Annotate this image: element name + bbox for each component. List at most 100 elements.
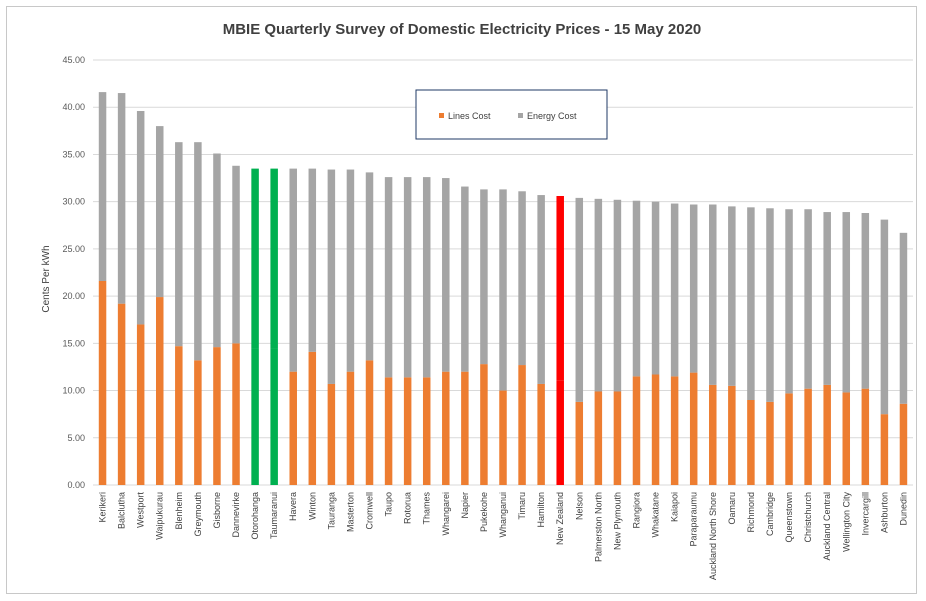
x-tick-label: Masterton bbox=[345, 492, 355, 532]
bar-energy-cost-rotorua bbox=[403, 177, 412, 378]
x-tick-label: Gisborne bbox=[212, 492, 222, 529]
x-tick-label: Otorohanga bbox=[250, 492, 260, 540]
x-tick-label: Invercargill bbox=[860, 492, 870, 536]
bar-lines-cost-winton bbox=[308, 351, 317, 485]
legend-label-energy-cost: Energy Cost bbox=[527, 111, 577, 121]
bar-lines-cost-whangarei bbox=[442, 371, 450, 485]
bar-energy-cost-otorohanga bbox=[251, 168, 259, 349]
bar-lines-cost-rangiora bbox=[632, 376, 641, 485]
bar-energy-cost-new-zealand bbox=[556, 196, 564, 381]
bar-energy-cost-rangiora bbox=[632, 200, 641, 377]
bar-lines-cost-kerikeri bbox=[98, 281, 107, 485]
x-tick-label: Cromwell bbox=[365, 492, 375, 530]
x-tick-label: Napier bbox=[460, 492, 470, 519]
bar-energy-cost-whangarei bbox=[442, 178, 450, 372]
bar-lines-cost-pukekohe bbox=[480, 364, 488, 485]
bar-lines-cost-cambridge bbox=[766, 401, 774, 485]
bar-lines-cost-havera bbox=[289, 371, 297, 485]
bar-energy-cost-havera bbox=[289, 168, 297, 372]
x-tick-label: Paraparaumu bbox=[689, 492, 699, 547]
y-tick-label: 35.00 bbox=[62, 149, 85, 159]
bar-energy-cost-napier bbox=[461, 186, 469, 372]
y-axis-label: Cents Per kWh bbox=[41, 245, 52, 312]
x-tick-label: New Zealand bbox=[555, 492, 565, 545]
legend: Lines Cost Energy Cost bbox=[415, 89, 608, 140]
bar-lines-cost-taumaranui bbox=[270, 348, 278, 485]
bar-energy-cost-gisborne bbox=[213, 153, 221, 348]
bar-lines-cost-otorohanga bbox=[251, 348, 259, 485]
y-tick-label: 0.00 bbox=[67, 480, 85, 490]
bar-energy-cost-kerikeri bbox=[98, 92, 107, 281]
bar-lines-cost-masterton bbox=[346, 371, 355, 485]
x-tick-label: Timaru bbox=[517, 492, 527, 520]
bar-lines-cost-ashburton bbox=[880, 414, 889, 485]
bar-energy-cost-dannevirke bbox=[232, 165, 240, 344]
bar-energy-cost-westport bbox=[136, 111, 145, 325]
bar-energy-cost-timaru bbox=[518, 191, 526, 366]
x-tick-label: Rangiora bbox=[631, 492, 641, 529]
x-tick-label: Balclutha bbox=[117, 492, 127, 529]
bar-energy-cost-thames bbox=[422, 177, 431, 378]
bar-energy-cost-palmerston-north bbox=[594, 198, 603, 392]
x-tick-label: Cambridge bbox=[765, 492, 775, 536]
bar-lines-cost-rotorua bbox=[403, 377, 412, 485]
bar-lines-cost-greymouth bbox=[194, 360, 202, 485]
legend-label-lines-cost: Lines Cost bbox=[448, 111, 491, 121]
bar-lines-cost-waipukurau bbox=[155, 297, 164, 485]
bar-lines-cost-cromwell bbox=[365, 360, 374, 485]
bar-energy-cost-masterton bbox=[346, 169, 355, 372]
bar-energy-cost-nelson bbox=[575, 197, 584, 402]
bar-lines-cost-christchurch bbox=[804, 388, 812, 485]
bar-energy-cost-greymouth bbox=[194, 142, 202, 361]
x-tick-label: Blenheim bbox=[174, 492, 184, 530]
x-tick-label: Taupo bbox=[384, 492, 394, 517]
bar-energy-cost-taupo bbox=[384, 177, 393, 378]
bar-lines-cost-tauranga bbox=[327, 383, 336, 485]
y-tick-label: 25.00 bbox=[62, 244, 85, 254]
bar-energy-cost-balclutha bbox=[117, 93, 126, 304]
bar-lines-cost-westport bbox=[136, 324, 145, 485]
bar-energy-cost-paraparaumu bbox=[689, 204, 698, 373]
bar-energy-cost-kaiapoi bbox=[670, 203, 679, 377]
chart-frame: MBIE Quarterly Survey of Domestic Electr… bbox=[6, 6, 917, 594]
x-tick-label: Hamilton bbox=[536, 492, 546, 528]
bar-energy-cost-taumaranui bbox=[270, 168, 278, 349]
x-tick-label: Kaiapoi bbox=[670, 492, 680, 522]
x-tick-label: Pukekohe bbox=[479, 492, 489, 532]
x-tick-label: Kerikeri bbox=[98, 492, 108, 523]
bar-energy-cost-richmond bbox=[747, 207, 755, 400]
x-tick-label: Queenstown bbox=[784, 492, 794, 543]
bar-lines-cost-new-plymouth bbox=[613, 391, 622, 485]
bar-lines-cost-hamilton bbox=[537, 383, 545, 485]
bar-lines-cost-invercargill bbox=[861, 388, 870, 485]
y-tick-label: 10.00 bbox=[62, 386, 85, 396]
x-tick-label: Nelson bbox=[574, 492, 584, 520]
bar-lines-cost-thames bbox=[422, 377, 431, 485]
legend-swatch-energy-cost bbox=[518, 113, 523, 118]
bar-lines-cost-blenheim bbox=[175, 346, 183, 485]
bar-energy-cost-new-plymouth bbox=[613, 199, 622, 392]
bar-energy-cost-auckland-central bbox=[823, 212, 831, 385]
bar-energy-cost-oamaru bbox=[728, 206, 736, 386]
legend-box bbox=[415, 89, 608, 140]
bar-energy-cost-cambridge bbox=[766, 208, 774, 402]
y-tick-label: 40.00 bbox=[62, 102, 85, 112]
x-tick-label: Winton bbox=[307, 492, 317, 520]
y-tick-label: 45.00 bbox=[62, 55, 85, 65]
x-tick-label: Taumaranui bbox=[269, 492, 279, 539]
x-tick-label: Ashburton bbox=[879, 492, 889, 533]
x-tick-label: Auckland Central bbox=[822, 492, 832, 561]
x-tick-label: Rotorua bbox=[403, 492, 413, 524]
bar-energy-cost-auckland-north-shore bbox=[709, 204, 717, 385]
bar-lines-cost-balclutha bbox=[117, 303, 126, 485]
x-tick-label: Greymouth bbox=[193, 492, 203, 537]
bar-energy-cost-ashburton bbox=[880, 219, 889, 415]
bar-lines-cost-paraparaumu bbox=[689, 372, 698, 485]
bar-energy-cost-whanganui bbox=[499, 189, 507, 391]
y-tick-label: 15.00 bbox=[62, 338, 85, 348]
bar-lines-cost-dunedin bbox=[899, 403, 908, 485]
bar-lines-cost-whanganui bbox=[499, 390, 507, 485]
bar-lines-cost-oamaru bbox=[728, 385, 736, 485]
x-tick-label: Christchurch bbox=[803, 492, 813, 543]
x-tick-label: Waipukurau bbox=[155, 492, 165, 540]
